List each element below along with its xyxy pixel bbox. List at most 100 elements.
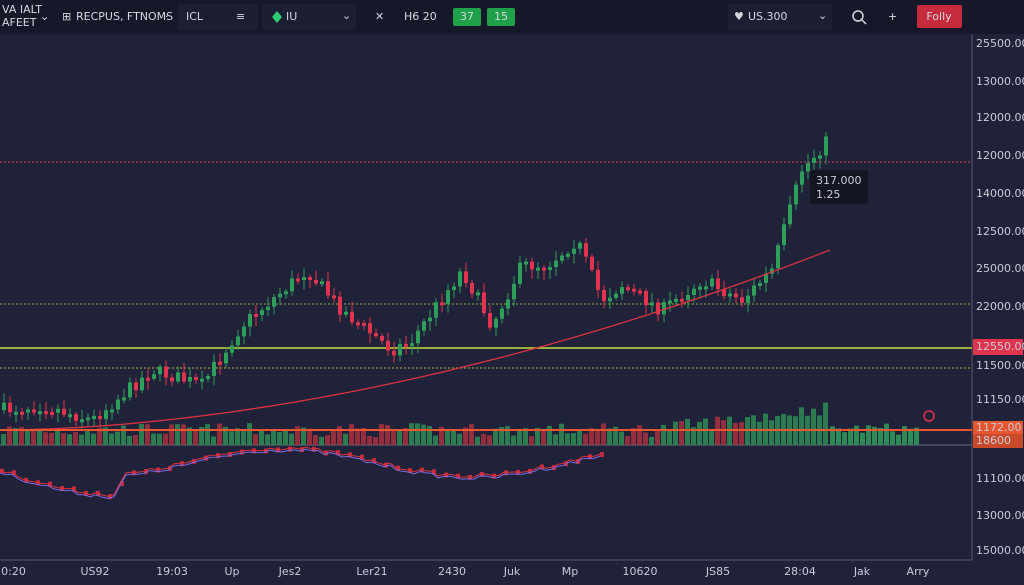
candle-body <box>818 155 822 159</box>
tooltip <box>810 170 868 204</box>
indicator[interactable]: IU <box>286 10 297 23</box>
action-button-label[interactable]: Folly <box>926 10 952 23</box>
volume-bar <box>205 424 210 445</box>
dropdown-arrow[interactable]: ⌄ <box>40 10 49 23</box>
oscillator-bar <box>72 486 76 492</box>
tooltip-change: 1.25 <box>816 188 841 201</box>
candle-body <box>554 260 558 268</box>
price-tag <box>973 339 1023 355</box>
candle-body <box>200 378 204 382</box>
volume-bar <box>13 428 18 445</box>
candle-body <box>176 372 180 382</box>
volume-bar <box>175 424 180 445</box>
volume-bar <box>457 433 462 445</box>
volume-bar <box>151 433 156 445</box>
oscillator-bar <box>120 481 124 487</box>
volume-bar <box>661 424 666 445</box>
volume-bar <box>163 433 168 445</box>
alert-icon[interactable] <box>923 410 935 422</box>
price-label: 12550.00 <box>976 340 1024 353</box>
volume-bar <box>896 434 901 445</box>
price-label: 11500.00 <box>976 359 1024 372</box>
candle-body <box>278 293 282 298</box>
candle-body <box>632 288 636 292</box>
badge <box>487 8 515 26</box>
candle-body <box>644 291 648 306</box>
volume-bar <box>571 433 576 445</box>
price-label: 11150.00 <box>976 393 1024 406</box>
candle-body <box>230 345 234 353</box>
candle-body <box>194 377 198 381</box>
volume-bar <box>836 428 841 445</box>
candle-body <box>638 290 642 294</box>
candle-body <box>272 297 276 307</box>
candle-body <box>152 374 156 379</box>
oscillator-bar <box>432 469 436 475</box>
candle-body <box>530 261 534 270</box>
volume-bar <box>643 432 648 445</box>
add-icon[interactable]: + <box>888 10 897 23</box>
candle-body <box>578 242 582 249</box>
time-label: Mp <box>562 565 578 578</box>
interval[interactable]: ICL <box>186 10 204 23</box>
volume-bar <box>637 425 642 445</box>
watchlist[interactable]: US.300 <box>748 10 788 23</box>
volume-bar <box>745 417 750 445</box>
candle-body <box>596 269 600 290</box>
candle-body <box>236 336 240 346</box>
volume-bar <box>133 434 138 445</box>
volume-bar <box>211 436 216 445</box>
oscillator-bar <box>324 450 328 456</box>
dropdown-arrow[interactable]: ⌄ <box>342 9 351 22</box>
volume-bar <box>487 435 492 445</box>
candle-body <box>314 279 318 284</box>
candle-body <box>368 322 372 334</box>
candle-body <box>626 287 630 291</box>
oscillator-bar <box>444 472 448 478</box>
oscillator-line <box>0 446 601 497</box>
candle-body <box>380 335 384 341</box>
volume-bar <box>830 426 835 445</box>
dropdown-arrow[interactable]: ⌄ <box>818 9 827 22</box>
badge-text: 37 <box>460 10 474 23</box>
instrument[interactable]: RECPUS, FTNOMS <box>76 10 173 23</box>
candle-body <box>302 277 306 281</box>
candle-body <box>584 242 588 257</box>
oscillator-bar <box>204 455 208 461</box>
close-icon[interactable]: ✕ <box>375 10 384 23</box>
volume-bar <box>193 429 198 445</box>
candle-body <box>758 282 762 286</box>
candle-body <box>266 306 270 311</box>
menu-icon[interactable]: ≡ <box>236 10 245 23</box>
time-label: Jak <box>853 565 871 578</box>
instrument-icon: ⊞ <box>62 10 71 23</box>
volume-bar <box>325 435 330 445</box>
candle-body <box>104 410 108 420</box>
volume-bar <box>541 429 546 445</box>
candle-body <box>254 314 258 318</box>
candle-body <box>44 411 48 415</box>
candle-body <box>38 411 42 415</box>
candle-body <box>260 310 264 316</box>
price-label: 12000.00 <box>976 111 1024 124</box>
candle-body <box>542 267 546 271</box>
oscillator-bar <box>384 462 388 468</box>
timeframe[interactable]: H6 20 <box>404 10 437 23</box>
candle-body <box>806 162 810 172</box>
watchlist-box <box>728 4 832 30</box>
volume-bar <box>289 433 294 445</box>
volume-bar <box>379 424 384 445</box>
candle-body <box>746 295 750 303</box>
volume-bar <box>799 407 804 445</box>
search-icon[interactable] <box>852 10 864 22</box>
candle-body <box>146 377 150 381</box>
candle-body <box>656 302 660 315</box>
action-button[interactable] <box>917 5 962 28</box>
candle-body <box>512 283 516 300</box>
oscillator-bar <box>360 454 364 460</box>
volume-bar <box>247 423 252 445</box>
candle-body <box>722 289 726 297</box>
account: VA IALT <box>2 3 42 16</box>
